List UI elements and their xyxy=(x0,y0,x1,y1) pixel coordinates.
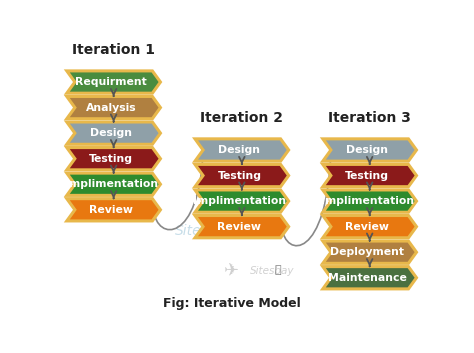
Polygon shape xyxy=(323,139,417,161)
Text: Sitesbay.com: Sitesbay.com xyxy=(175,224,267,238)
FancyArrowPatch shape xyxy=(282,152,333,246)
Polygon shape xyxy=(67,148,161,170)
Text: Iteration 3: Iteration 3 xyxy=(328,111,411,125)
Text: Requirment: Requirment xyxy=(75,77,147,87)
Text: Testing: Testing xyxy=(218,170,261,180)
Polygon shape xyxy=(195,164,289,187)
Text: Deployment: Deployment xyxy=(330,247,404,257)
Text: Design: Design xyxy=(219,145,260,155)
Polygon shape xyxy=(195,139,289,161)
Text: Testing: Testing xyxy=(89,154,133,164)
Polygon shape xyxy=(195,190,289,212)
Polygon shape xyxy=(323,267,417,289)
Text: Iteration 2: Iteration 2 xyxy=(201,111,283,125)
Text: Implimentation: Implimentation xyxy=(64,179,158,189)
Text: Design: Design xyxy=(90,128,132,138)
Polygon shape xyxy=(323,241,417,263)
Text: ✈: ✈ xyxy=(224,263,239,281)
Polygon shape xyxy=(195,215,289,238)
Polygon shape xyxy=(323,215,417,238)
Text: 🎓: 🎓 xyxy=(274,265,281,275)
Polygon shape xyxy=(67,96,161,119)
Polygon shape xyxy=(67,122,161,144)
FancyArrowPatch shape xyxy=(154,152,206,230)
Text: Implimentation: Implimentation xyxy=(193,196,286,206)
Text: Design: Design xyxy=(346,145,388,155)
Polygon shape xyxy=(67,71,161,93)
Text: Review: Review xyxy=(89,205,133,215)
Polygon shape xyxy=(67,173,161,196)
Text: Review: Review xyxy=(345,222,389,232)
Polygon shape xyxy=(323,190,417,212)
Text: Review: Review xyxy=(218,222,261,232)
Polygon shape xyxy=(323,164,417,187)
Text: Iteration 1: Iteration 1 xyxy=(72,43,155,57)
Text: Testing: Testing xyxy=(345,170,389,180)
Text: Sitesbay: Sitesbay xyxy=(250,266,295,276)
Text: Fig: Iterative Model: Fig: Iterative Model xyxy=(163,297,301,310)
Polygon shape xyxy=(67,199,161,221)
Text: Maintenance: Maintenance xyxy=(328,273,407,283)
Text: Implimentation: Implimentation xyxy=(321,196,414,206)
Text: Analysis: Analysis xyxy=(86,103,137,113)
